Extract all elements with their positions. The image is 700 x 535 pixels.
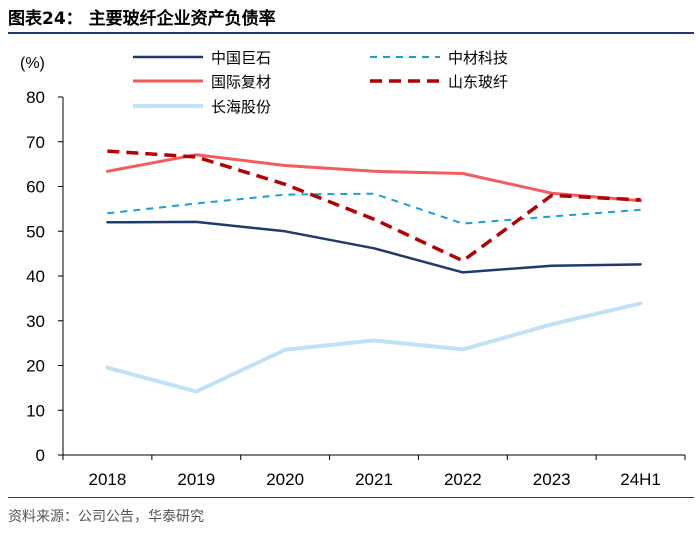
legend-label: 中国巨石 <box>211 50 271 67</box>
legend-label: 中材科技 <box>448 50 508 67</box>
series-line-4 <box>107 149 641 263</box>
legend-label: 国际复材 <box>211 73 271 91</box>
y-tick-label: 60 <box>26 178 45 197</box>
series-group <box>105 149 643 394</box>
x-tick-label: 2019 <box>177 470 215 489</box>
y-tick-label: 80 <box>26 88 45 107</box>
y-tick-label: 40 <box>26 267 45 286</box>
y-tick-label: 10 <box>26 401 45 420</box>
x-tick-label: 2022 <box>444 470 482 489</box>
y-tick-label: 0 <box>36 446 45 465</box>
y-tick-label: 30 <box>26 312 45 331</box>
source-divider <box>8 497 694 498</box>
x-tick-label: 2020 <box>266 470 304 489</box>
title-divider <box>8 32 694 34</box>
x-tick-label: 2018 <box>89 470 127 489</box>
series-line-5 <box>105 301 643 394</box>
y-tick-label: 50 <box>26 222 45 241</box>
series-line-3 <box>105 153 643 203</box>
y-axis-label: (%) <box>20 55 45 72</box>
legend-label: 山东玻纤 <box>448 74 508 91</box>
x-tick-label: 24H1 <box>620 470 661 489</box>
axes: 0 10 20 30 40 50 60 70 80 2018 2019 2020 2021 2022 202… <box>26 88 686 489</box>
source-note: 资料来源：公司公告，华泰研究 <box>8 509 204 525</box>
legend-label: 长海股份 <box>211 99 271 116</box>
x-tick-label: 2023 <box>533 470 571 489</box>
figure-title: 图表24： 主要玻纤企业资产负债率 <box>8 9 276 29</box>
series-line-1 <box>106 220 642 274</box>
y-tick-label: 70 <box>26 133 45 152</box>
y-tick-label: 20 <box>26 357 45 376</box>
x-tick-label: 2021 <box>355 470 393 489</box>
